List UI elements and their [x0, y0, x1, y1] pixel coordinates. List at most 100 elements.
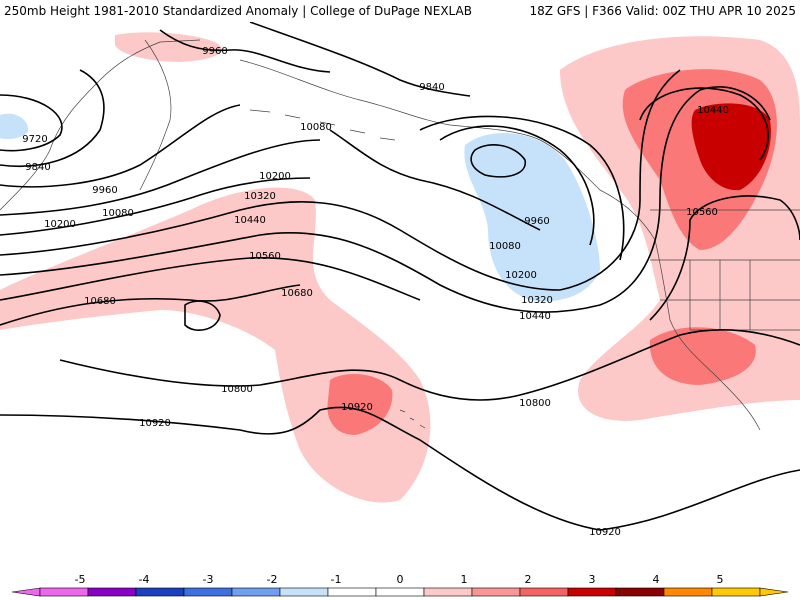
- contour-10800: [59, 359, 521, 401]
- negative-anomaly-region-1: [464, 133, 600, 302]
- label-10080-c: 10080: [489, 241, 521, 252]
- colorbar-segment: [663, 587, 713, 597]
- colorbar: -5 -4 -3 -2 -1 0 1 2 3 4 5: [11, 573, 789, 597]
- label-10440-d: 10440: [697, 105, 729, 116]
- negative-anomaly-region-2: [0, 113, 29, 140]
- colorbar-segment: [87, 587, 137, 597]
- positive-anomaly-region-1: [115, 32, 222, 62]
- contour-9720-ring: [0, 94, 63, 152]
- contour-10200-west: [0, 177, 311, 236]
- map-header: 250mb Height 1981-2010 Standardized Anom…: [0, 0, 800, 22]
- label-10200-c: 10200: [505, 270, 537, 281]
- colorbar-segment: [135, 587, 185, 597]
- contour-10560: [0, 256, 421, 301]
- colorbar-tick-label: -4: [139, 573, 150, 586]
- contour-10680-ring: [184, 300, 221, 331]
- colorbar-tick-label: 0: [397, 573, 404, 586]
- label-10320-c: 10320: [521, 295, 553, 306]
- contour-10920: [0, 406, 800, 531]
- label-9840-a: 9840: [419, 82, 444, 93]
- label-9960-b: 9960: [92, 185, 117, 196]
- hawaii-islands: [399, 409, 426, 429]
- label-10080-a: 10080: [102, 208, 134, 219]
- coastlines: [0, 39, 800, 431]
- label-10920-b: 10920: [341, 402, 373, 413]
- colorbar-segment: [471, 587, 521, 597]
- colorbar-segment: [375, 587, 425, 597]
- us-state-lines: [650, 259, 800, 331]
- contour-10080-west: [0, 139, 321, 216]
- label-10440-a: 10440: [234, 215, 266, 226]
- colorbar-segments: [11, 587, 789, 597]
- contour-10560-east: [649, 195, 800, 321]
- colorbar-segment: [183, 587, 233, 597]
- contour-10080-east: [439, 125, 595, 246]
- contour-10080-north: [329, 129, 541, 231]
- colorbar-segment: [327, 587, 377, 597]
- colorbar-tick-label: -5: [75, 573, 86, 586]
- label-9960-a: 9960: [202, 46, 227, 57]
- contour-labels: 9960 9840 9720 9840 9960 10080 10080 102…: [22, 46, 729, 538]
- contour-10200-east: [419, 115, 625, 261]
- map-title: 250mb Height 1981-2010 Standardized Anom…: [4, 4, 472, 18]
- colorbar-segment: [567, 587, 617, 597]
- colorbar-arrow-left: [11, 587, 41, 597]
- colorbar-tick-label: -1: [331, 573, 342, 586]
- colorbar-segment: [423, 587, 473, 597]
- label-9840-b: 9840: [25, 162, 50, 173]
- strong-anomaly-region-2: [649, 327, 756, 385]
- colorbar-tick-label: 5: [717, 573, 724, 586]
- label-10680-b: 10680: [281, 288, 313, 299]
- colorbar-ticks: -5 -4 -3 -2 -1 0 1 2 3 4 5: [75, 573, 724, 586]
- aleutian-islands: [249, 109, 396, 141]
- colorbar-tick-label: 2: [525, 573, 532, 586]
- colorbar-tick-label: -2: [267, 573, 278, 586]
- colorbar-tick-label: 4: [653, 573, 660, 586]
- label-10920-a: 10920: [139, 418, 171, 429]
- anomaly-shading: [0, 32, 800, 503]
- label-10920-c: 10920: [589, 527, 621, 538]
- positive-anomaly-region-2: [0, 187, 431, 503]
- label-10080-b: 10080: [300, 122, 332, 133]
- colorbar-segment: [279, 587, 329, 597]
- weather-map: 9960 9840 9720 9840 9960 10080 10080 102…: [0, 22, 800, 572]
- label-10680-a: 10680: [84, 296, 116, 307]
- kamchatka-coast: [139, 39, 172, 191]
- label-10200-b: 10200: [259, 171, 291, 182]
- label-10200-a: 10200: [44, 219, 76, 230]
- contour-10800-east: [519, 329, 800, 396]
- west-coast-na: [654, 239, 761, 431]
- colorbar-tick-label: 3: [589, 573, 596, 586]
- contour-9840-west: [0, 69, 105, 168]
- contour-9960-west: [0, 104, 241, 188]
- label-10320-a: 10320: [244, 191, 276, 202]
- colorbar-segment: [519, 587, 569, 597]
- contour-10440: [0, 232, 601, 313]
- height-contours: [0, 22, 800, 531]
- asia-coast: [0, 39, 201, 211]
- label-10800-a: 10800: [221, 384, 253, 395]
- contour-10320: [0, 201, 561, 291]
- label-9720: 9720: [22, 134, 47, 145]
- colorbar-tick-label: 1: [461, 573, 468, 586]
- colorbar-segment: [711, 587, 761, 597]
- label-10560-a: 10560: [249, 251, 281, 262]
- alaska-coast: [239, 59, 656, 241]
- model-run-info: 18Z GFS | F366 Valid: 00Z THU APR 10 202…: [529, 4, 796, 18]
- colorbar-arrow-right: [759, 587, 789, 597]
- label-10560-c: 10560: [686, 207, 718, 218]
- contour-9960-north: [159, 29, 331, 73]
- extreme-anomaly-region: [691, 103, 771, 191]
- strong-anomaly-region-3: [327, 374, 393, 435]
- colorbar-segment: [615, 587, 665, 597]
- contour-10440-east: [599, 86, 771, 306]
- contour-9840-north: [249, 22, 471, 97]
- contour-9960-east: [470, 144, 526, 178]
- contour-10680: [0, 284, 301, 326]
- label-9960-c: 9960: [524, 216, 549, 227]
- label-10440-c: 10440: [519, 311, 551, 322]
- label-10800-b: 10800: [519, 398, 551, 409]
- contour-10440-ne-ring: [639, 87, 769, 161]
- colorbar-segment: [39, 587, 89, 597]
- colorbar-tick-label: -3: [203, 573, 214, 586]
